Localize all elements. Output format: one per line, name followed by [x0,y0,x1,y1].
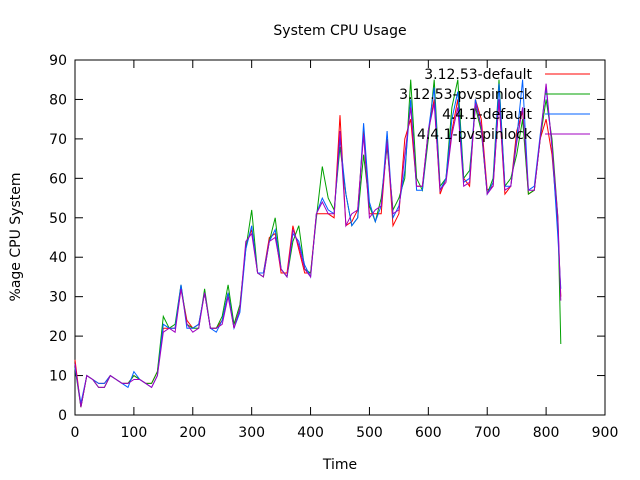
y-tick-label: 50 [49,211,67,227]
x-tick-label: 600 [415,425,442,441]
y-tick-label: 60 [49,171,67,187]
chart-title: System CPU Usage [273,23,406,39]
legend-label: 3.12.53-default [424,67,532,83]
legend: 3.12.53-default 3.12.53-pvspinlock 4.4.1-d… [399,67,590,143]
x-tick-label: 700 [474,425,501,441]
x-tick-label: 400 [297,425,324,441]
y-tick-label: 70 [49,132,67,148]
x-tick-label: 200 [179,425,206,441]
plot-area [74,59,606,416]
y-tick-label: 10 [49,369,67,385]
y-tick-label: 0 [58,408,67,424]
y-tick-label: 40 [49,250,67,266]
y-tick-label: 80 [49,92,67,108]
legend-label: 4.4.1-pvspinlock [417,127,533,143]
series-line-4.4.1-pvspinlock [74,83,562,408]
x-tick-label: 100 [121,425,148,441]
x-axis-label: Time [322,457,357,473]
y-tick-label: 90 [49,53,67,69]
legend-label: 3.12.53-pvspinlock [399,87,533,103]
x-tick-label: 0 [71,425,80,441]
axis-ticks: 0 100 200 300 400 500 600 700 800 900 0 10 20 30 40 50 6… [49,53,618,441]
y-tick-label: 30 [49,290,67,306]
series-lines [74,79,562,408]
x-tick-label: 800 [533,425,560,441]
y-tick-label: 20 [49,329,67,345]
x-tick-label: 900 [592,425,619,441]
plot-frame [74,59,606,416]
series-line-3.12.53-default [74,99,562,408]
y-axis-label: %age CPU System [8,173,24,302]
legend-label: 4.4.1-default [442,107,532,123]
x-tick-label: 300 [238,425,265,441]
x-tick-label: 500 [356,425,383,441]
